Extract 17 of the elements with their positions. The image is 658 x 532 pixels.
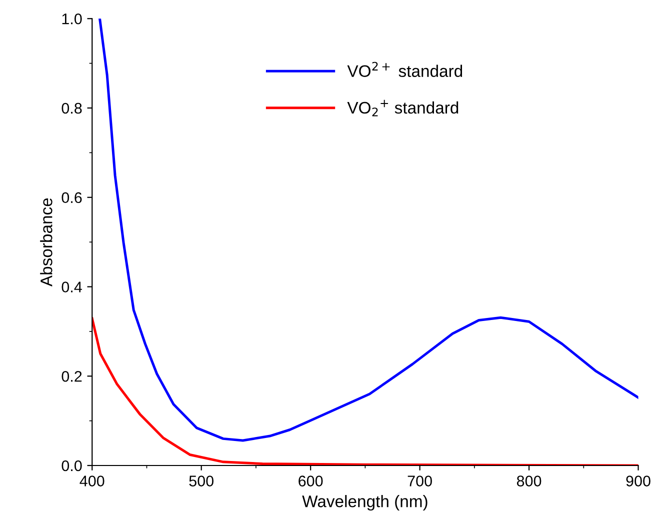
y-tick-label: 1.0 (62, 13, 82, 24)
x-tick-label: 700 (408, 476, 432, 486)
y-tick-label: 0.0 (62, 460, 82, 472)
x-axis-title: Wavelength (nm) (302, 495, 428, 511)
y-tick-label: 0.6 (62, 192, 82, 204)
y-axis-title: Absorbance (40, 198, 52, 286)
y-tick-label: 0.8 (62, 102, 82, 114)
x-tick-label: 900 (626, 476, 650, 486)
legend-label: VO$^{2+}$ standard (347, 62, 462, 78)
x-tick-label: 400 (80, 476, 104, 486)
x-tick-label: 500 (189, 476, 214, 486)
y-tick-label: 0.2 (62, 370, 82, 382)
y-tick-label: 0.4 (62, 282, 82, 292)
x-tick-label: 600 (298, 476, 323, 486)
legend-label: VO$_{2}$$^{+}$ standard (347, 100, 458, 116)
line-series (98, 18, 638, 442)
x-tick-label: 800 (516, 476, 542, 486)
